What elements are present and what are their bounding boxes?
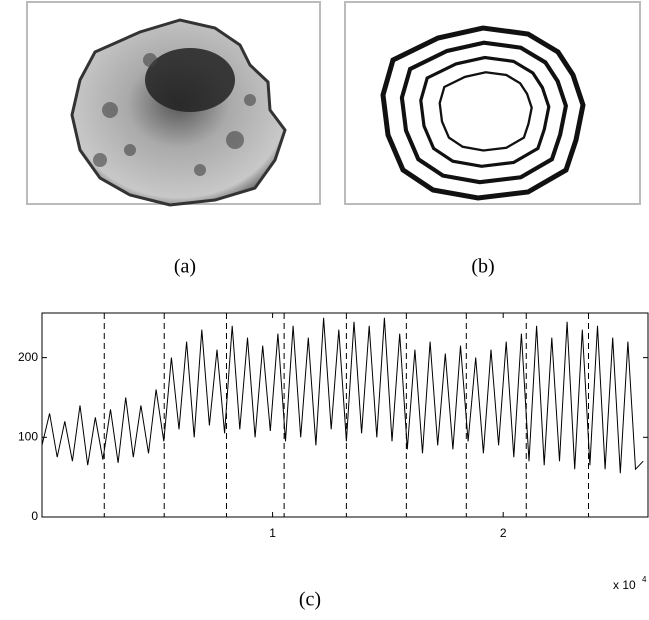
x-tick-label: 1	[269, 526, 276, 540]
y-tick-label: 200	[18, 350, 38, 364]
caption-c: (c)	[299, 589, 321, 611]
image-b-frame	[345, 2, 640, 204]
x-multiplier: x 10	[613, 578, 636, 592]
x-tick-label: 2	[500, 526, 507, 540]
y-tick-label: 0	[31, 509, 38, 523]
caption-a: (a)	[174, 256, 196, 278]
y-tick-label: 100	[18, 429, 38, 443]
x-multiplier-exponent: 4	[642, 575, 647, 584]
figure: (a) (b) (c) 0 100 200 1 2 x 10 4	[0, 0, 649, 620]
image-a-dark-region	[145, 48, 235, 112]
signal-line	[42, 318, 643, 473]
plot: 0 100 200 1 2 x 10 4	[18, 313, 648, 592]
caption-b: (b)	[471, 256, 494, 278]
page: (a) (b) (c) 010020012x 104 {"figure": {"…	[0, 0, 649, 620]
